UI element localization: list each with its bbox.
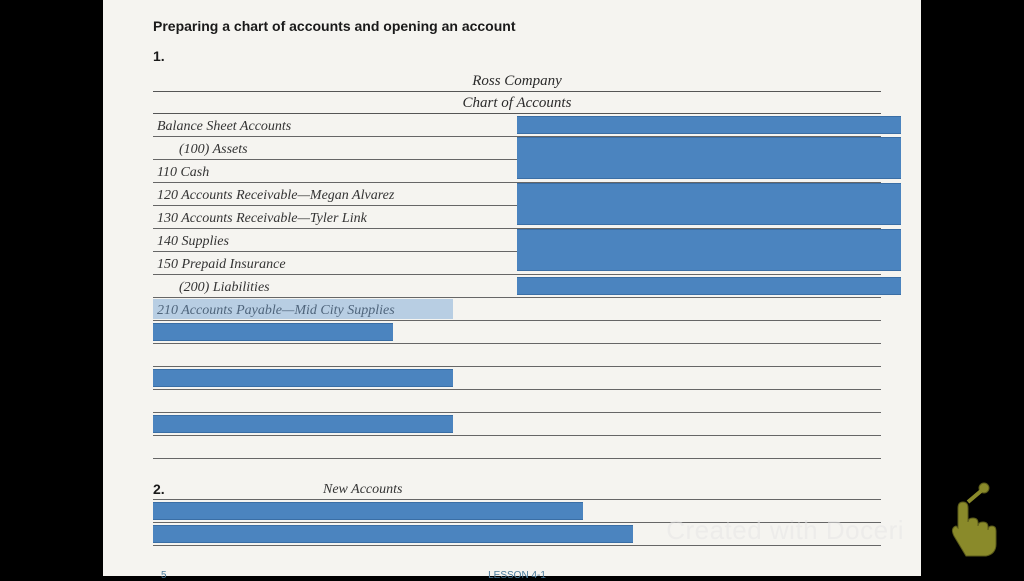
row-left-cell: 150 Prepaid Insurance xyxy=(153,257,517,273)
section-1-number: 1. xyxy=(153,48,881,64)
table-row xyxy=(153,321,881,344)
highlight-overlay xyxy=(153,299,453,319)
blue-cover xyxy=(153,525,633,543)
table-row xyxy=(153,390,881,413)
table-row: 140 Supplies xyxy=(153,229,881,252)
row-left-cell: 130 Accounts Receivable—Tyler Link xyxy=(153,211,517,227)
section-2-row: 2. New Accounts xyxy=(153,477,881,500)
blue-cover-right xyxy=(517,277,901,295)
row-left-cell: 120 Accounts Receivable—Megan Alvarez xyxy=(153,188,517,204)
company-row: Ross Company xyxy=(153,70,881,92)
row-left-cell: 110 Cash xyxy=(153,165,517,181)
table-row xyxy=(153,367,881,390)
watermark-text: Created with Doceri xyxy=(666,515,904,546)
subtitle-row: Chart of Accounts xyxy=(153,92,881,114)
table-row: 120 Accounts Receivable—Megan Alvarez xyxy=(153,183,881,206)
chart-rows: Balance Sheet Accounts (100) Assets 110 Ca… xyxy=(153,114,881,459)
table-row: 110 Cash xyxy=(153,160,881,183)
table-row xyxy=(153,344,881,367)
table-row xyxy=(153,413,881,436)
page-heading: Preparing a chart of accounts and openin… xyxy=(153,18,881,34)
table-row: Balance Sheet Accounts xyxy=(153,114,881,137)
row-left-cell: (200) Liabilities xyxy=(153,280,517,296)
table-row xyxy=(153,436,881,459)
section-2-number: 2. xyxy=(153,481,165,497)
table-row: (200) Liabilities xyxy=(153,275,881,298)
blue-cover-left xyxy=(153,415,453,433)
blue-cover xyxy=(153,502,583,520)
worksheet-page: Preparing a chart of accounts and openin… xyxy=(103,0,921,576)
hand-pointer-icon xyxy=(936,478,1006,558)
row-left-cell: (100) Assets xyxy=(153,142,517,158)
company-name: Ross Company xyxy=(153,73,881,90)
row-left-cell: Balance Sheet Accounts xyxy=(153,119,517,135)
table-row: 130 Accounts Receivable—Tyler Link xyxy=(153,206,881,229)
new-accounts-label: New Accounts xyxy=(323,482,402,498)
table-row: 150 Prepaid Insurance xyxy=(153,252,881,275)
blue-cover-left xyxy=(153,369,453,387)
table-row: 210 Accounts Payable—Mid City Supplies xyxy=(153,298,881,321)
blue-cover-right xyxy=(517,116,901,134)
blue-cover-left xyxy=(153,323,393,341)
table-row: (100) Assets xyxy=(153,137,881,160)
chart-subtitle: Chart of Accounts xyxy=(153,95,881,112)
row-left-cell: 140 Supplies xyxy=(153,234,517,250)
